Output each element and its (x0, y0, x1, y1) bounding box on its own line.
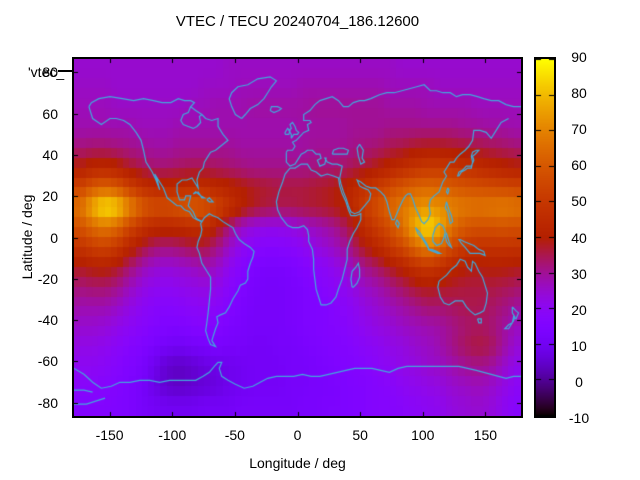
y-tick-label: -40 (37, 312, 58, 328)
y-tick-label: -60 (37, 353, 58, 370)
colorbar-canvas (536, 59, 554, 416)
x-tick-label: 0 (293, 427, 302, 443)
colorbar-tick-label: 30 (571, 265, 587, 282)
colorbar-tick-label: -10 (568, 410, 590, 426)
map-plot-area (72, 57, 523, 418)
vtec-heatmap-canvas (74, 59, 521, 416)
x-axis-label: Longitude / deg (249, 455, 346, 471)
chart-title: VTEC / TECU 20240704_186.12600 (175, 13, 420, 30)
colorbar (534, 57, 556, 418)
colorbar-tick-label: 80 (571, 85, 587, 102)
x-tick-label: -150 (95, 427, 124, 443)
y-tick-label: -80 (37, 394, 58, 411)
y-tick-label: -20 (37, 270, 58, 287)
y-tick-label: 60 (42, 105, 58, 122)
colorbar-tick-label: 10 (571, 337, 587, 354)
legend-sample-line (58, 70, 73, 72)
colorbar-tick-label: 40 (571, 229, 587, 246)
colorbar-tick-label: 20 (571, 301, 587, 318)
colorbar-tick-label: 50 (571, 193, 587, 210)
colorbar-tick-label: 90 (571, 49, 587, 65)
y-tick-label: 0 (50, 229, 58, 246)
y-tick-label: 40 (42, 146, 58, 163)
y-tick-label: 80 (42, 64, 58, 81)
x-tick-label: 50 (352, 427, 368, 443)
y-tick-label: 20 (42, 188, 58, 205)
x-tick-label: -100 (158, 427, 187, 443)
x-tick-label: 100 (411, 427, 435, 443)
x-tick-label: -50 (224, 427, 245, 443)
colorbar-tick-label: 70 (571, 121, 587, 138)
colorbar-tick-label: 0 (575, 373, 583, 390)
legend-label: 'vtec_ (28, 64, 65, 80)
x-tick-label: 150 (473, 427, 498, 443)
colorbar-tick-label: 60 (571, 157, 587, 174)
